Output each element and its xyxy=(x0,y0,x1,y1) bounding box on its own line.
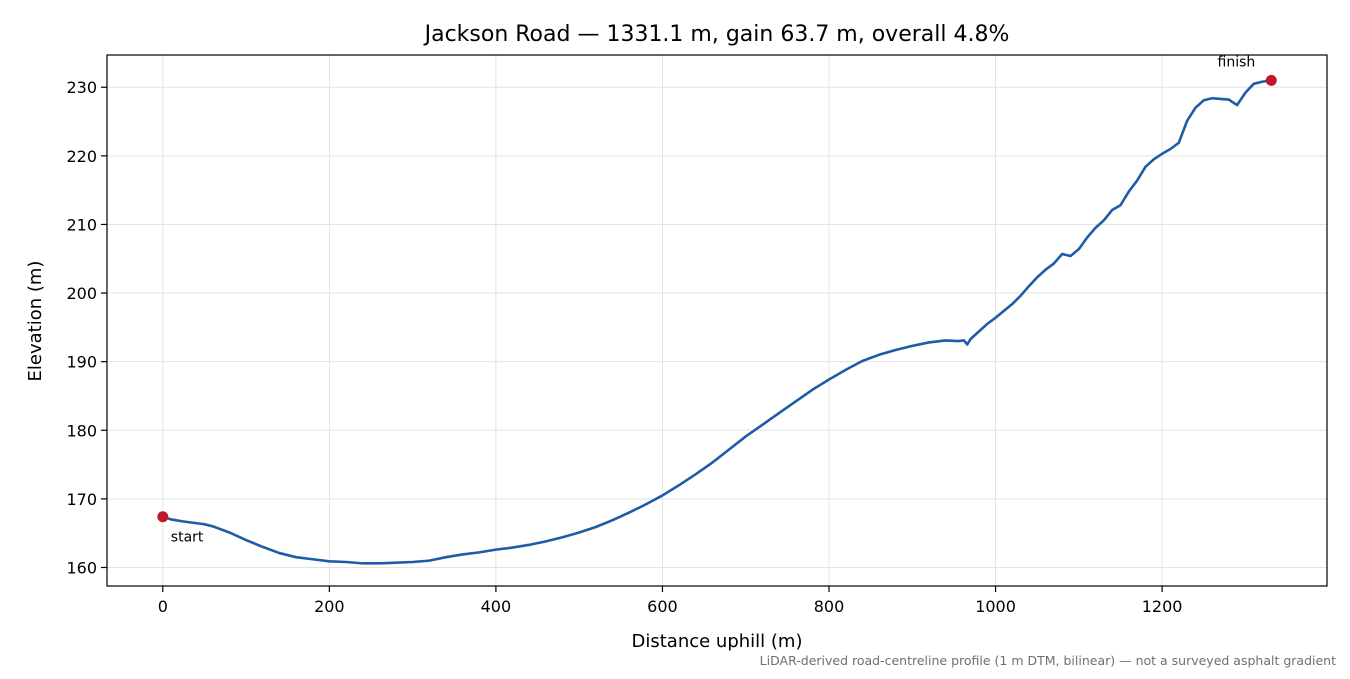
y-tick-label: 190 xyxy=(66,353,97,372)
y-tick-label: 220 xyxy=(66,147,97,166)
start-marker xyxy=(157,511,169,523)
footnote: LiDAR-derived road-centreline profile (1… xyxy=(760,653,1336,668)
x-tick-label: 1000 xyxy=(975,597,1016,616)
x-tick-label: 0 xyxy=(158,597,168,616)
series-layer xyxy=(161,79,1273,565)
finish-label: finish xyxy=(1218,54,1256,70)
y-tick-label: 170 xyxy=(66,490,97,509)
x-tick-label: 800 xyxy=(814,597,845,616)
y-tick-label: 210 xyxy=(66,215,97,234)
y-axis-label: Elevation (m) xyxy=(25,261,46,382)
elevation-line xyxy=(161,79,1273,565)
annotations: start finish xyxy=(157,54,1277,546)
start-label: start xyxy=(171,530,204,546)
x-axis-label: Distance uphill (m) xyxy=(632,631,803,652)
y-tick-label: 180 xyxy=(66,421,97,440)
x-tick-label: 600 xyxy=(647,597,678,616)
finish-marker xyxy=(1265,74,1277,86)
plot-frame xyxy=(106,54,1328,587)
y-tick-label: 200 xyxy=(66,284,97,303)
y-tick-label: 160 xyxy=(66,558,97,577)
x-tick-label: 1200 xyxy=(1142,597,1183,616)
y-tick-label: 230 xyxy=(66,78,97,97)
x-tick-label: 200 xyxy=(314,597,345,616)
gridlines xyxy=(107,55,1327,586)
chart-title: Jackson Road — 1331.1 m, gain 63.7 m, ov… xyxy=(423,22,1010,47)
axis-ticks: 0 200 400 600 800 1000 1200 160 170 180 190 200 210 2… xyxy=(66,78,1182,616)
x-tick-label: 400 xyxy=(481,597,512,616)
